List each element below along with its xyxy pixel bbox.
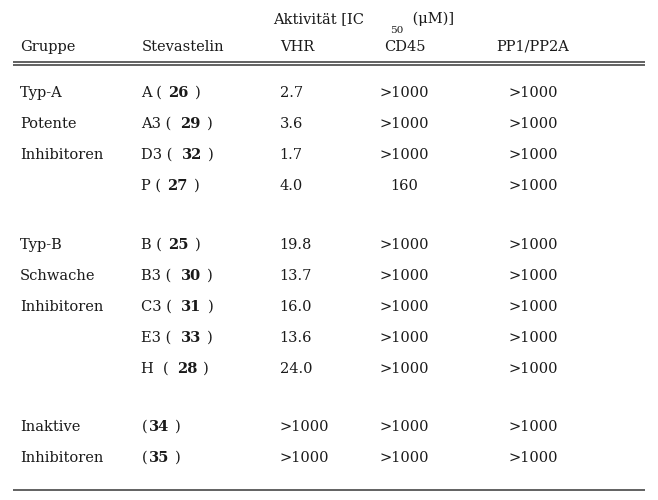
Text: 34: 34: [149, 420, 169, 434]
Text: >1000: >1000: [280, 451, 329, 465]
Text: >1000: >1000: [380, 148, 430, 162]
Text: >1000: >1000: [508, 451, 558, 465]
Text: Gruppe: Gruppe: [20, 40, 75, 54]
Text: ): ): [175, 420, 180, 434]
Text: Typ-A: Typ-A: [20, 86, 63, 100]
Text: (μM)]: (μM)]: [408, 12, 454, 26]
Text: Schwache: Schwache: [20, 268, 95, 282]
Text: (: (: [141, 451, 147, 465]
Text: 33: 33: [180, 330, 201, 344]
Text: Aktivität [IC: Aktivität [IC: [273, 12, 364, 26]
Text: 4.0: 4.0: [280, 179, 303, 193]
Text: >1000: >1000: [380, 268, 430, 282]
Text: ): ): [208, 148, 214, 162]
Text: 13.7: 13.7: [280, 268, 312, 282]
Text: >1000: >1000: [380, 420, 430, 434]
Text: 30: 30: [180, 268, 201, 282]
Text: 160: 160: [391, 179, 418, 193]
Text: 32: 32: [182, 148, 202, 162]
Text: CD45: CD45: [384, 40, 426, 54]
Text: 50: 50: [390, 26, 404, 35]
Text: 28: 28: [177, 362, 197, 376]
Text: Inaktive: Inaktive: [20, 420, 80, 434]
Text: A (: A (: [141, 86, 163, 100]
Text: >1000: >1000: [508, 148, 558, 162]
Text: 1.7: 1.7: [280, 148, 303, 162]
Text: 13.6: 13.6: [280, 330, 312, 344]
Text: ): ): [207, 268, 213, 282]
Text: 29: 29: [180, 117, 201, 131]
Text: 35: 35: [149, 451, 169, 465]
Text: >1000: >1000: [380, 238, 430, 252]
Text: >1000: >1000: [380, 300, 430, 314]
Text: >1000: >1000: [508, 179, 558, 193]
Text: 31: 31: [182, 300, 202, 314]
Text: 3.6: 3.6: [280, 117, 303, 131]
Text: ): ): [203, 362, 209, 376]
Text: Stevastelin: Stevastelin: [141, 40, 224, 54]
Text: VHR: VHR: [280, 40, 314, 54]
Text: B3 (: B3 (: [141, 268, 172, 282]
Text: >1000: >1000: [508, 330, 558, 344]
Text: 16.0: 16.0: [280, 300, 312, 314]
Text: 27: 27: [167, 179, 188, 193]
Text: A3 (: A3 (: [141, 117, 172, 131]
Text: ): ): [193, 179, 199, 193]
Text: 26: 26: [168, 86, 189, 100]
Text: Potente: Potente: [20, 117, 76, 131]
Text: >1000: >1000: [508, 420, 558, 434]
Text: ): ): [208, 300, 213, 314]
Text: >1000: >1000: [508, 362, 558, 376]
Text: C3 (: C3 (: [141, 300, 172, 314]
Text: B (: B (: [141, 238, 163, 252]
Text: ): ): [207, 330, 213, 344]
Text: 24.0: 24.0: [280, 362, 312, 376]
Text: >1000: >1000: [508, 238, 558, 252]
Text: >1000: >1000: [380, 117, 430, 131]
Text: ): ): [195, 86, 201, 100]
Text: >1000: >1000: [508, 117, 558, 131]
Text: 2.7: 2.7: [280, 86, 303, 100]
Text: (: (: [141, 420, 147, 434]
Text: >1000: >1000: [380, 330, 430, 344]
Text: Inhibitoren: Inhibitoren: [20, 148, 103, 162]
Text: >1000: >1000: [380, 451, 430, 465]
Text: >1000: >1000: [508, 268, 558, 282]
Text: E3 (: E3 (: [141, 330, 172, 344]
Text: P (: P (: [141, 179, 161, 193]
Text: D3 (: D3 (: [141, 148, 173, 162]
Text: >1000: >1000: [380, 362, 430, 376]
Text: >1000: >1000: [280, 420, 329, 434]
Text: >1000: >1000: [380, 86, 430, 100]
Text: Inhibitoren: Inhibitoren: [20, 451, 103, 465]
Text: ): ): [207, 117, 213, 131]
Text: H  (: H (: [141, 362, 169, 376]
Text: ): ): [195, 238, 201, 252]
Text: PP1/PP2A: PP1/PP2A: [497, 40, 569, 54]
Text: >1000: >1000: [508, 86, 558, 100]
Text: Typ-B: Typ-B: [20, 238, 63, 252]
Text: Inhibitoren: Inhibitoren: [20, 300, 103, 314]
Text: 19.8: 19.8: [280, 238, 312, 252]
Text: >1000: >1000: [508, 300, 558, 314]
Text: ): ): [175, 451, 181, 465]
Text: 25: 25: [168, 238, 189, 252]
